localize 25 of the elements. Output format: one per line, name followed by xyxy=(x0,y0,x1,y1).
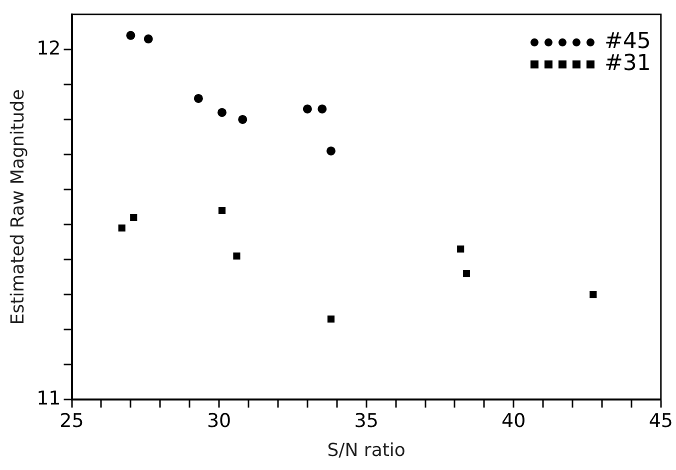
x-tick-label: 35 xyxy=(354,410,378,432)
x-tick-label: 40 xyxy=(502,410,526,432)
point xyxy=(144,34,153,44)
x-tick-label: 25 xyxy=(60,410,84,432)
point xyxy=(457,245,464,253)
point xyxy=(302,104,312,114)
point xyxy=(233,252,240,260)
y-axis-title: Estimated Raw Magnitude xyxy=(7,89,28,325)
point xyxy=(218,108,227,117)
y-tick-label: 11 xyxy=(36,388,61,410)
point xyxy=(590,291,597,298)
x-tick-label: 30 xyxy=(206,410,232,432)
point xyxy=(318,104,327,114)
point xyxy=(327,316,335,323)
x-tick-label: 45 xyxy=(648,410,674,432)
y-tick-label: 12 xyxy=(36,37,61,60)
point xyxy=(194,94,203,103)
x-axis-title: S/N ratio xyxy=(327,440,406,461)
point xyxy=(126,30,136,40)
point xyxy=(118,224,126,232)
point xyxy=(326,146,336,156)
point xyxy=(218,206,226,214)
point xyxy=(238,114,248,124)
point xyxy=(130,214,138,222)
point xyxy=(462,270,470,278)
